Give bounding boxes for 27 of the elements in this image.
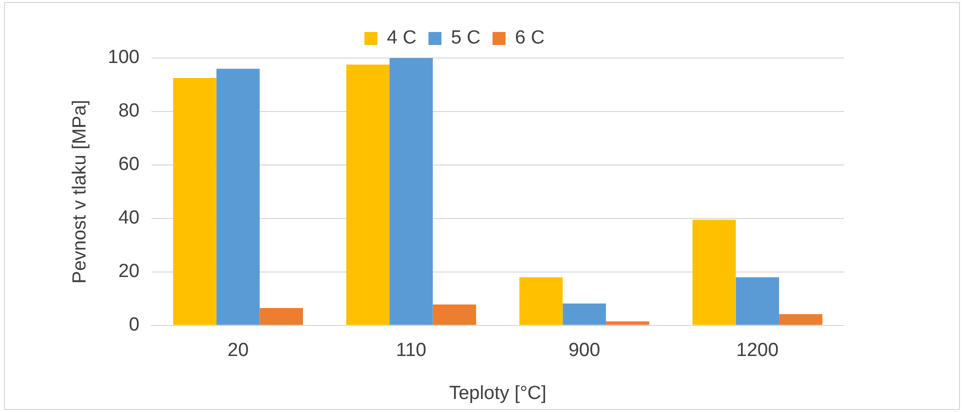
y-tick-label: 100	[108, 47, 140, 68]
bar	[519, 277, 563, 325]
legend-label: 4 C	[386, 28, 416, 49]
y-tick-label: 80	[118, 100, 140, 122]
y-axis-title: Pevnost v tlaku [MPa]	[70, 100, 91, 284]
bar	[346, 64, 390, 325]
y-tick-label: 40	[118, 208, 140, 229]
legend-label: 5 C	[450, 28, 481, 49]
y-tick-label: 60	[118, 154, 140, 176]
x-axis-title: Teploty [°C]	[449, 382, 546, 404]
bar	[390, 58, 433, 325]
bar	[260, 308, 303, 325]
x-tick-label: 110	[396, 340, 426, 362]
bar	[216, 68, 260, 325]
bar	[736, 277, 780, 325]
bar	[606, 321, 650, 325]
bar	[432, 304, 476, 325]
x-tick-label: 1200	[736, 340, 779, 362]
y-tick-label: 20	[118, 261, 140, 282]
x-tick-label: 900	[568, 340, 600, 362]
x-tick-label: 20	[227, 340, 249, 362]
bar	[173, 78, 216, 325]
bar	[692, 220, 736, 325]
y-tick-label: 0	[128, 314, 140, 336]
bar	[562, 303, 606, 325]
bar	[779, 314, 822, 325]
legend-label: 6 C	[515, 28, 545, 49]
